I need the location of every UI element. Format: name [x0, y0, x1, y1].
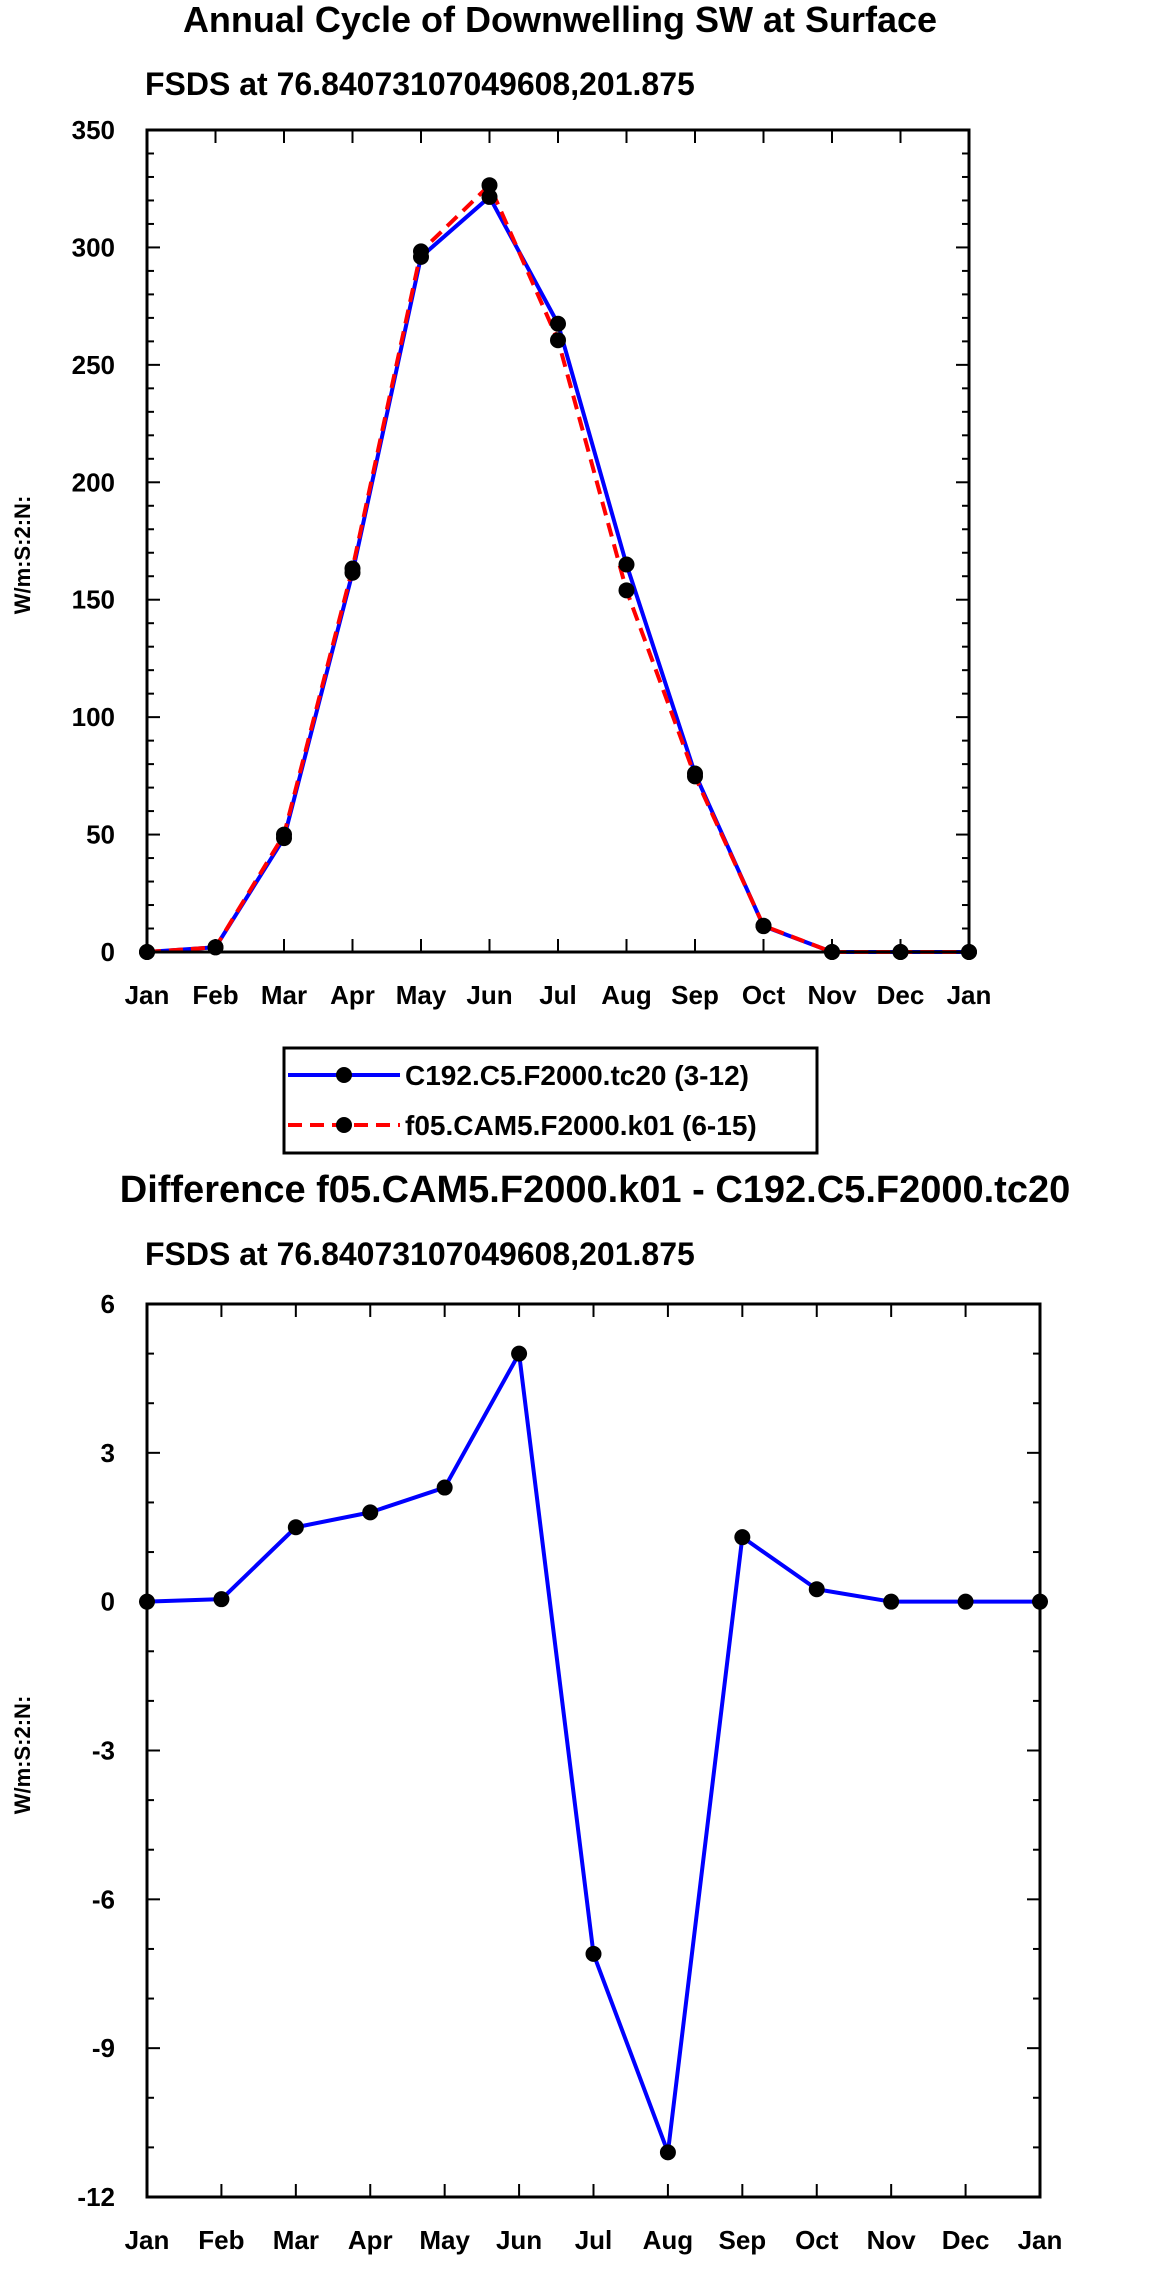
y-tick-label: 3 [101, 1438, 115, 1468]
y-tick-label: 100 [72, 702, 115, 732]
data-point [550, 332, 566, 349]
chart2-ylabel: W/m:S:2:N: [10, 1696, 35, 1815]
annual-cycle-chart: Annual Cycle of Downwelling SW at Surfac… [10, 0, 991, 1010]
y-tick-label: 300 [72, 232, 115, 262]
y-tick-label: -3 [92, 1736, 115, 1766]
data-point [618, 582, 635, 599]
legend-swatch-marker [336, 1067, 352, 1083]
y-tick-label: 350 [72, 115, 115, 145]
chart1-plot-frame [145, 128, 971, 954]
x-tick-label: Jul [539, 980, 577, 1010]
x-tick-label: Dec [942, 2225, 990, 2255]
x-tick-label: Aug [643, 2225, 694, 2255]
y-tick-label: 6 [101, 1289, 115, 1319]
legend-swatch-marker [336, 1117, 352, 1133]
data-point [687, 768, 703, 785]
y-tick-label: 200 [72, 467, 115, 497]
data-point [550, 315, 566, 332]
data-point [344, 560, 361, 577]
y-tick-label: -12 [77, 2182, 115, 2212]
y-tick-label: 250 [72, 350, 115, 380]
data-point [808, 1581, 825, 1598]
chart1-ylabel: W/m:S:2:N: [10, 496, 35, 615]
chart2-series [139, 1345, 1048, 2161]
chart2-ticks [146, 1303, 1041, 2198]
series-line-1 [146, 1351, 1040, 2155]
y-tick-label: 0 [101, 937, 115, 967]
y-tick-label: -9 [92, 2033, 115, 2063]
data-point [213, 1591, 230, 1608]
x-tick-label: Apr [348, 2225, 393, 2255]
x-tick-label: Mar [273, 2225, 319, 2255]
data-point [659, 2144, 676, 2161]
data-point [957, 1593, 974, 1610]
data-point [481, 177, 498, 194]
x-tick-label: Oct [742, 980, 786, 1010]
data-point [585, 1945, 602, 1962]
chart1-series [139, 177, 977, 960]
x-tick-label: Nov [867, 2225, 917, 2255]
chart1-subtitle: FSDS at 76.84073107049608,201.875 [145, 66, 695, 102]
chart1-x-tick-labels: Jan Feb Mar Apr May Jun Jul Aug Sep Oct Nov Dec Jan [125, 980, 992, 1010]
data-point [618, 556, 635, 573]
x-tick-label: Sep [718, 2225, 766, 2255]
y-tick-label: 0 [101, 1587, 115, 1617]
legend-box [282, 1046, 819, 1155]
chart1-ticks [146, 129, 970, 953]
series-line-2 [146, 183, 969, 954]
x-tick-label: Mar [261, 980, 307, 1010]
chart2-title: Difference f05.CAM5.F2000.k01 - C192.C5.… [120, 1169, 1070, 1211]
y-tick-label: 50 [86, 820, 115, 850]
x-tick-label: Jan [947, 980, 992, 1010]
x-tick-label: Jan [125, 2225, 170, 2255]
chart1-title: Annual Cycle of Downwelling SW at Surfac… [183, 0, 937, 40]
x-tick-label: May [396, 980, 447, 1010]
data-point [883, 1593, 900, 1610]
data-point [287, 1519, 304, 1536]
chart2-plot-frame [145, 1302, 1042, 2199]
data-point [436, 1479, 453, 1496]
chart2-x-tick-labels: Jan Feb Mar Apr May Jun Jul Aug Sep Oct Nov Dec Jan [125, 2225, 1063, 2255]
x-tick-label: Jul [575, 2225, 613, 2255]
y-tick-label: -6 [92, 1884, 115, 1914]
x-tick-label: Nov [807, 980, 857, 1010]
chart1-y-tick-labels: 0 50 100 150 200 250 300 350 [72, 115, 115, 967]
chart2-subtitle: FSDS at 76.84073107049608,201.875 [145, 1236, 695, 1272]
x-tick-label: Aug [601, 980, 652, 1010]
x-tick-label: Feb [192, 980, 238, 1010]
chart1-legend: C192.C5.F2000.tc20 (3-12) f05.CAM5.F2000… [282, 1046, 819, 1155]
data-point [734, 1529, 751, 1546]
x-tick-label: Jan [125, 980, 170, 1010]
x-tick-label: Jan [1018, 2225, 1063, 2255]
x-tick-label: Sep [671, 980, 719, 1010]
legend-entry-label: f05.CAM5.F2000.k01 (6-15) [405, 1110, 757, 1141]
x-tick-label: Dec [877, 980, 925, 1010]
x-tick-label: Jun [466, 980, 512, 1010]
x-tick-label: Jun [496, 2225, 542, 2255]
data-point [362, 1504, 379, 1521]
x-tick-label: May [419, 2225, 470, 2255]
x-tick-label: Oct [795, 2225, 839, 2255]
data-point [481, 188, 498, 205]
legend-entry-label: C192.C5.F2000.tc20 (3-12) [405, 1060, 749, 1091]
difference-chart: Difference f05.CAM5.F2000.k01 - C192.C5.… [10, 1169, 1070, 2255]
x-tick-label: Apr [330, 980, 375, 1010]
data-point [755, 917, 772, 934]
x-tick-label: Feb [198, 2225, 244, 2255]
y-tick-label: 150 [72, 585, 115, 615]
series-line-1 [146, 194, 969, 954]
chart2-y-tick-labels: -12 -9 -6 -3 0 3 6 [77, 1289, 115, 2212]
data-point [413, 243, 429, 260]
data-point [276, 826, 292, 843]
data-point [511, 1345, 528, 1362]
